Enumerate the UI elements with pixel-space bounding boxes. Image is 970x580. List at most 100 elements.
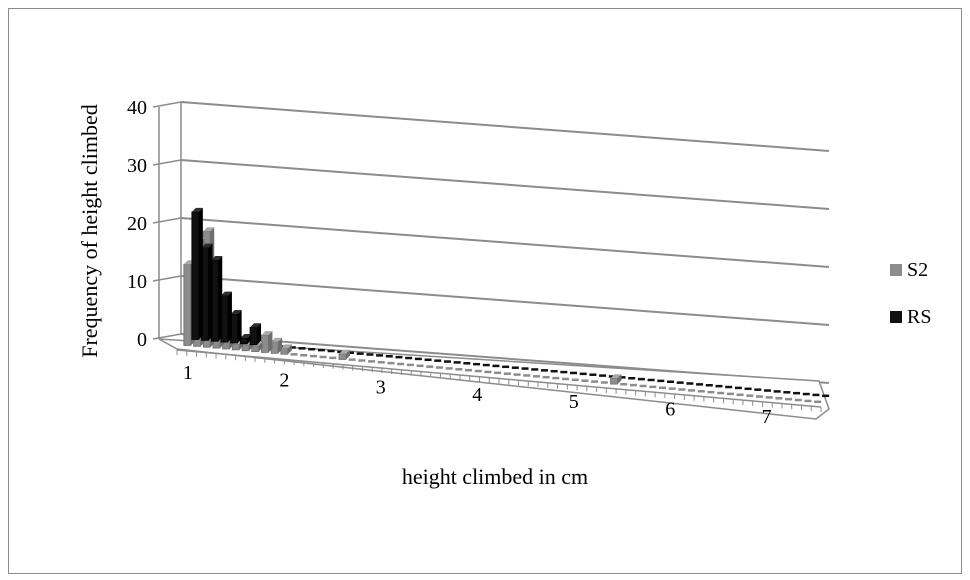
- floor-mark-s2-11: [290, 353, 298, 356]
- floor-mark-s2-14: [319, 355, 327, 359]
- bar-rs-1: [201, 243, 213, 341]
- x-tick-label-4: 4: [472, 384, 482, 406]
- floor-mark-s2-15: [329, 356, 337, 360]
- floor-mark-rs-62: [793, 391, 801, 395]
- chart-svg: 0 10 20 30 40 1 2 3 4 5 6 7 Frequency of height cli…: [77, 97, 931, 489]
- floor-mark-s2-38: [552, 376, 560, 380]
- legend-label-s2: S2: [907, 259, 928, 281]
- floor-mark-rs-11: [298, 347, 306, 350]
- floor-mark-s2-59: [755, 395, 763, 398]
- floor-mark-rs-38: [560, 370, 568, 374]
- floor-mark-s2-37: [542, 375, 550, 379]
- floor-mark-rs-22: [405, 356, 413, 360]
- bar-rs-6: [249, 323, 262, 346]
- floor-mark-s2-60: [765, 396, 773, 399]
- floor-mark-s2-32: [494, 371, 502, 375]
- gridline-30: [180, 159, 830, 210]
- floor-mark-rs-29: [473, 362, 481, 366]
- floor-mark-s2-42: [591, 380, 599, 383]
- floor-mark-rs-19: [376, 354, 384, 357]
- legend: S2 RS: [890, 259, 931, 328]
- bar-s2-44: [610, 374, 622, 385]
- floor-mark-rs-17: [356, 352, 364, 355]
- x-tick-label-2: 2: [279, 369, 289, 391]
- floor-mark-s2-41: [581, 379, 589, 382]
- floor-mark-rs-26: [443, 360, 451, 363]
- floor-mark-rs-57: [744, 387, 752, 391]
- floor-mark-rs-60: [773, 390, 781, 393]
- floor-mark-s2-20: [377, 361, 385, 364]
- floor-mark-rs-63: [802, 392, 810, 396]
- floor-mark-rs-24: [424, 358, 432, 362]
- floor-mark-rs-51: [686, 382, 694, 385]
- floor-mark-s2-64: [804, 399, 812, 403]
- x-tick-label-3: 3: [376, 377, 386, 399]
- floor-mark-rs-32: [502, 365, 510, 369]
- floor-mark-rs-40: [579, 372, 587, 376]
- legend-swatch-rs: [890, 311, 902, 323]
- bar-s2-9: [270, 337, 283, 354]
- floor-mark-s2-40: [571, 378, 579, 382]
- floor-mark-rs-35: [531, 368, 539, 371]
- floor-mark-s2-23: [406, 363, 414, 367]
- floor-mark-s2-53: [697, 390, 705, 393]
- gridline-40: [180, 101, 830, 152]
- floor-mark-s2-35: [523, 374, 531, 377]
- floor-mark-rs-59: [763, 389, 771, 392]
- y-tick-0: [152, 333, 182, 340]
- chart-frame: 0 10 20 30 40 1 2 3 4 5 6 7 Frequency of height cli…: [8, 8, 962, 574]
- floor-mark-s2-61: [775, 397, 783, 400]
- floor-mark-rs-58: [754, 388, 762, 391]
- floor-mark-s2-19: [368, 360, 376, 363]
- legend-label-rs: RS: [907, 306, 931, 328]
- floor-mark-s2-34: [513, 373, 521, 376]
- y-tick-20: [152, 217, 182, 224]
- x-tick-label-5: 5: [569, 391, 579, 413]
- floor-mark-rs-20: [385, 355, 393, 358]
- floor-mark-rs-23: [414, 357, 422, 361]
- floor-mark-s2-50: [668, 387, 676, 390]
- y-axis-title: Frequency of height climbed: [77, 104, 102, 358]
- floor-mark-rs-13: [317, 348, 325, 352]
- floor-mark-rs-15: [337, 350, 345, 354]
- y-tick-40: [152, 101, 182, 108]
- floor-mark-rs-36: [540, 369, 548, 372]
- floor-mark-rs-9: [279, 345, 287, 348]
- floor-mark-s2-33: [503, 372, 511, 375]
- floor-mark-s2-45: [620, 382, 628, 386]
- legend-swatch-s2: [890, 264, 902, 276]
- floor-mark-rs-39: [570, 371, 578, 375]
- floor-mark-s2-52: [688, 389, 696, 392]
- x-tick-label-6: 6: [665, 399, 675, 421]
- bars-layer: [183, 207, 830, 404]
- floor-mark-s2-58: [746, 394, 754, 397]
- floor-mark-rs-27: [453, 361, 461, 364]
- floor-mark-s2-25: [426, 365, 434, 368]
- floor-mark-rs-49: [667, 380, 674, 383]
- y-tick-label-10: 10: [127, 271, 147, 293]
- bar-s2-16: [338, 349, 350, 360]
- x-axis-line: [176, 349, 822, 408]
- x-tick-label-1: 1: [183, 362, 193, 384]
- floor-mark-s2-54: [707, 390, 715, 394]
- floor-mark-s2-65: [814, 400, 822, 404]
- floor-mark-s2-36: [532, 375, 540, 378]
- bar-s2-10: [280, 344, 292, 355]
- floor-mark-rs-45: [628, 376, 636, 380]
- x-tick-label-7: 7: [762, 406, 772, 428]
- floor-layer: [158, 338, 830, 420]
- floor-slab: [158, 338, 830, 420]
- floor-mark-rs-64: [812, 393, 820, 397]
- floor-mark-rs-21: [395, 355, 403, 359]
- floor-mark-rs-14: [327, 349, 335, 353]
- floor-mark-s2-18: [358, 359, 366, 362]
- floor-mark-s2-51: [678, 388, 686, 391]
- y-tick-30: [152, 159, 182, 166]
- floor-mark-s2-28: [455, 368, 463, 371]
- floor-mark-rs-28: [463, 362, 471, 365]
- bar-s2-8: [261, 331, 273, 353]
- floor-mark-s2-56: [726, 392, 734, 396]
- floor-mark-rs-56: [734, 386, 742, 390]
- floor-mark-rs-33: [511, 366, 519, 369]
- floor-mark-s2-21: [387, 361, 395, 365]
